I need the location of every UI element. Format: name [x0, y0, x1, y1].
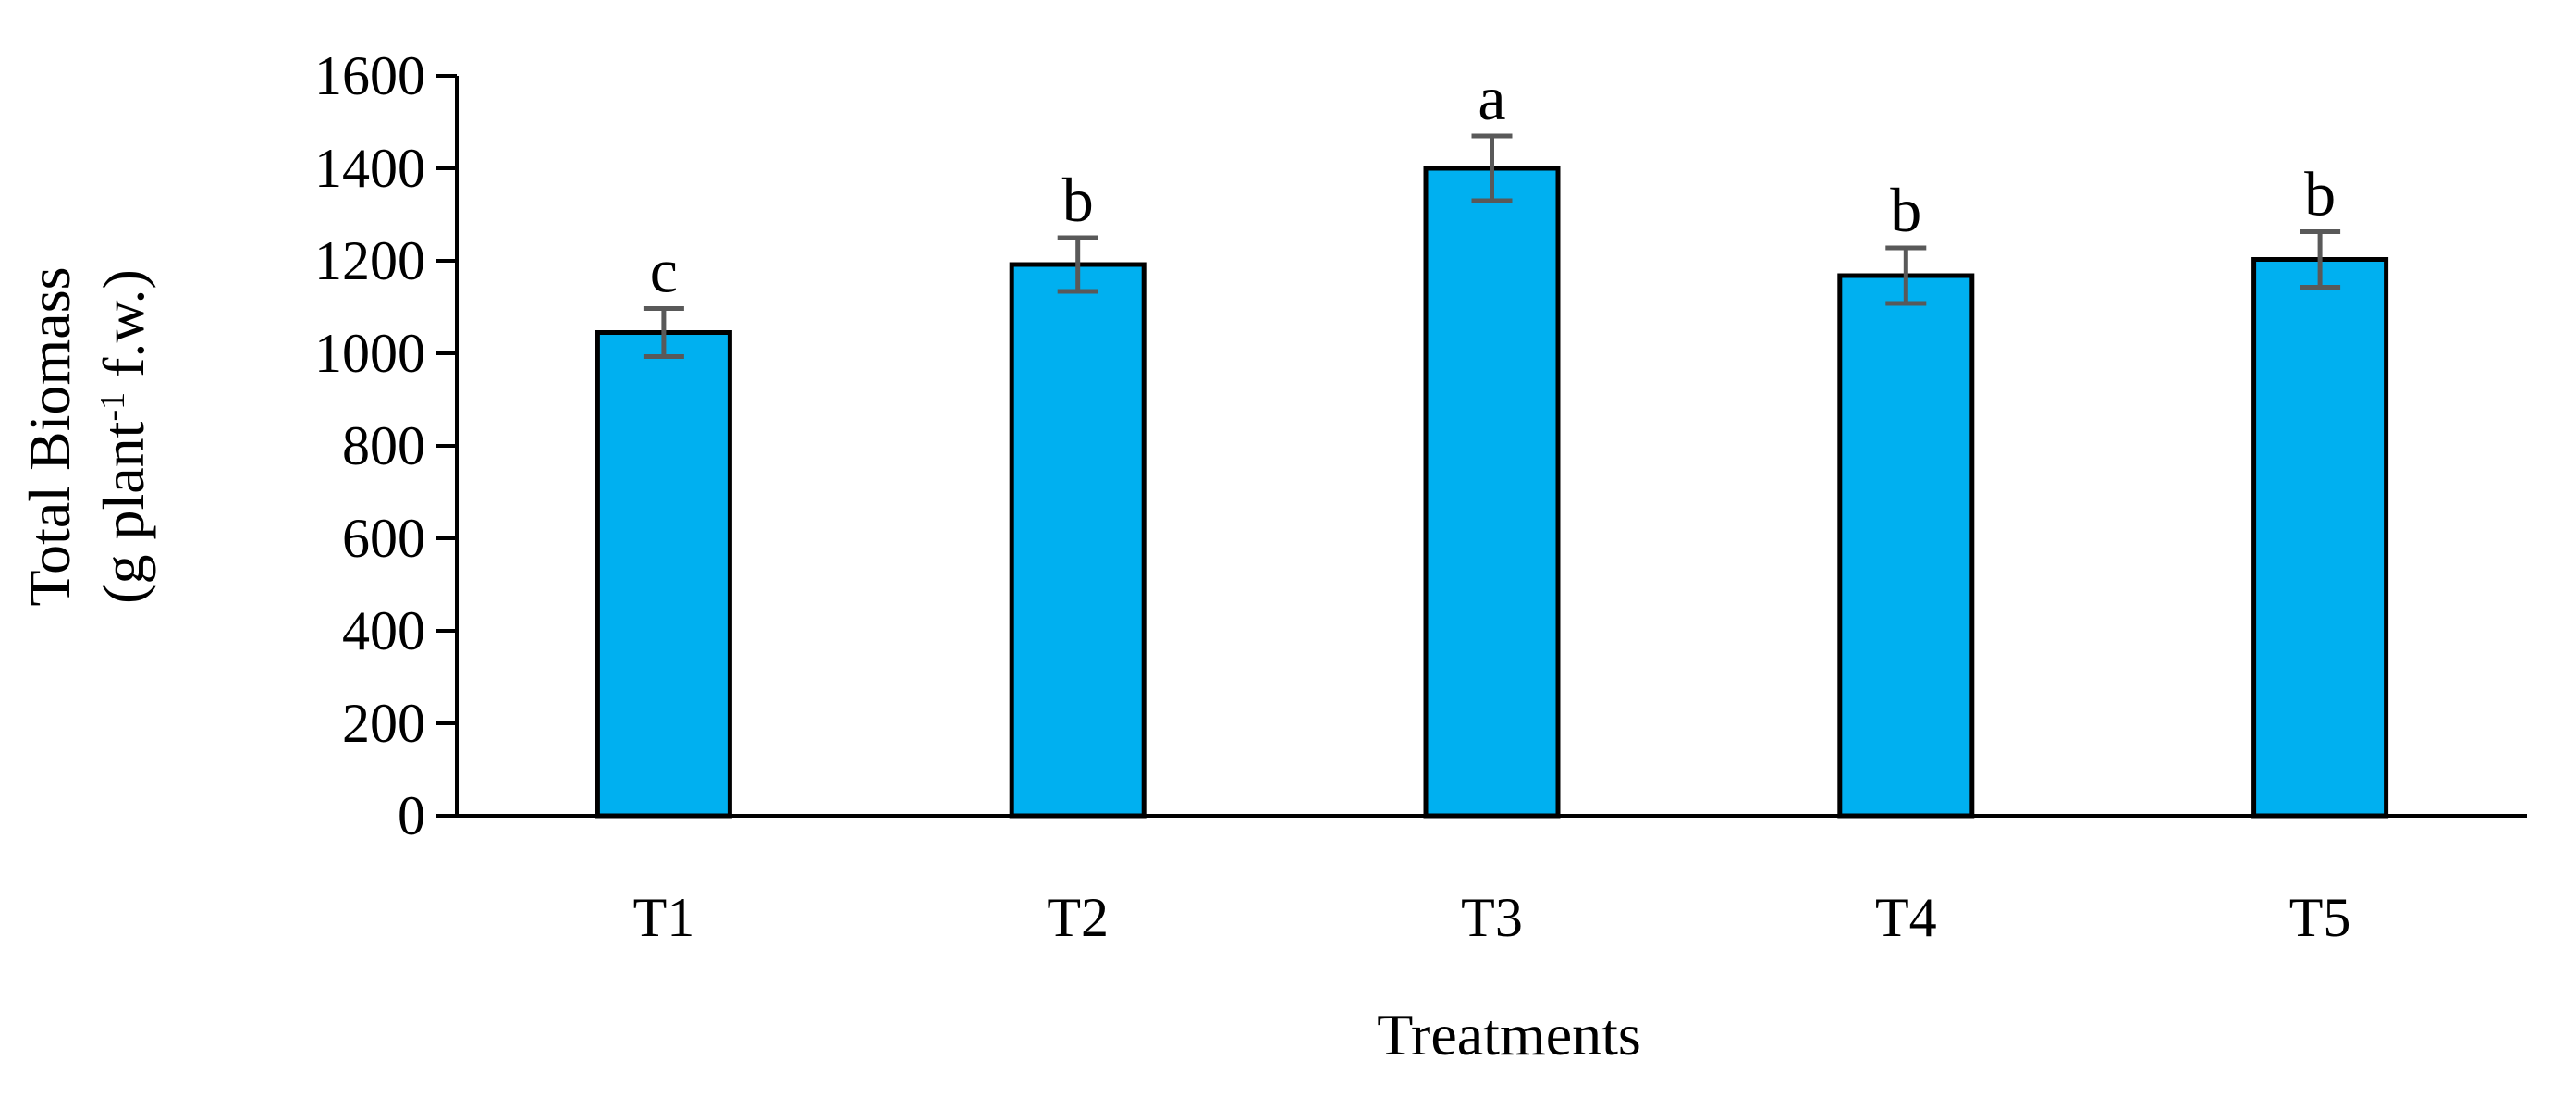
y-axis-title-line1: Total Biomass — [17, 266, 82, 606]
x-tick-label-t3: T3 — [1461, 887, 1523, 948]
bar-t3 — [1423, 166, 1561, 819]
bar-t5 — [2251, 257, 2389, 819]
significance-label-t3: a — [1478, 63, 1505, 133]
error-bars-group — [643, 133, 2341, 359]
x-tick-label-t4: T4 — [1875, 887, 1937, 948]
bar-t2 — [1009, 262, 1147, 819]
x-tick-label-t2: T2 — [1047, 887, 1109, 948]
y-axis-title-unit-prefix: (g plant — [91, 421, 156, 604]
significance-label-t4: b — [1890, 175, 1921, 245]
x-tick-label-t1: T1 — [633, 887, 695, 948]
y-tick-label: 0 — [398, 785, 425, 846]
x-axis-tick-labels: T1 T2 T3 T4 T5 — [633, 887, 2351, 948]
y-tick-label: 1000 — [314, 323, 425, 384]
y-axis-ticks: 0 200 400 600 800 1000 1200 1400 1600 — [314, 45, 457, 846]
significance-label-t5: b — [2304, 159, 2336, 229]
x-tick-label-t5: T5 — [2289, 887, 2351, 948]
y-tick-label: 1200 — [314, 230, 425, 291]
y-tick-label: 1600 — [314, 45, 425, 106]
bar-t1 — [595, 330, 732, 819]
significance-labels-group: c b a b b — [650, 63, 2336, 306]
x-axis-title: Treatments — [1377, 1002, 1641, 1067]
y-axis-title-unit-suffix: f.w.) — [91, 269, 156, 392]
bar-t4 — [1837, 273, 1975, 819]
y-tick-label: 200 — [342, 693, 425, 754]
bars-group — [595, 166, 2389, 819]
y-tick-label: 400 — [342, 600, 425, 661]
y-axis-title-line2: (g plant-1 f.w.) — [91, 269, 156, 604]
y-tick-label: 600 — [342, 508, 425, 569]
y-axis-title-unit-superscript: -1 — [93, 392, 132, 422]
significance-label-t1: c — [650, 236, 678, 306]
y-tick-label: 800 — [342, 415, 425, 476]
significance-label-t2: b — [1062, 165, 1094, 235]
y-tick-label: 1400 — [314, 138, 425, 199]
